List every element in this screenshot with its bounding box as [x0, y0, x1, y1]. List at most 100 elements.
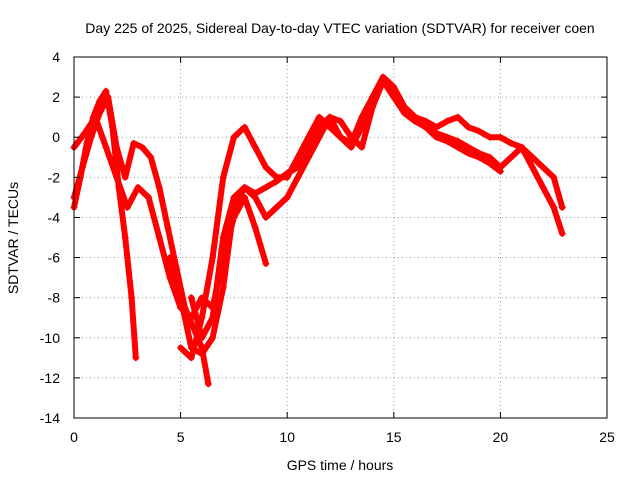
- data-point: [539, 163, 547, 171]
- data-point: [443, 117, 451, 125]
- data-point: [145, 193, 153, 201]
- data-point: [219, 234, 227, 241]
- data-point: [164, 223, 172, 231]
- data-point: [294, 173, 302, 181]
- data-point: [283, 173, 291, 181]
- series-arc-6: [187, 77, 504, 342]
- data-point: [128, 294, 136, 302]
- data-point: [294, 153, 302, 161]
- data-point: [198, 350, 206, 358]
- data-point: [102, 87, 110, 95]
- data-point: [337, 133, 344, 141]
- data-point: [550, 203, 558, 211]
- data-point: [475, 127, 483, 135]
- data-point: [464, 143, 472, 151]
- chart-title: Day 225 of 2025, Sidereal Day-to-day VTE…: [85, 20, 594, 36]
- x-axis-label: GPS time / hours: [287, 457, 394, 473]
- data-point: [138, 143, 146, 151]
- x-tick-label: 25: [599, 429, 615, 445]
- data-point: [147, 153, 155, 161]
- data-point: [464, 123, 472, 131]
- data-point: [187, 354, 195, 362]
- data-point: [241, 183, 249, 191]
- x-tick-label: 10: [279, 429, 295, 445]
- data-point: [326, 113, 334, 121]
- data-point: [121, 173, 129, 181]
- data-point: [358, 143, 366, 151]
- data-point: [550, 173, 558, 181]
- x-tick-label: 15: [386, 429, 402, 445]
- data-point: [130, 139, 138, 147]
- data-point: [113, 143, 121, 151]
- data-point: [155, 234, 163, 241]
- plot-frame: [73, 56, 608, 419]
- data-point: [87, 133, 95, 141]
- data-point: [123, 203, 131, 211]
- data-point: [121, 234, 129, 241]
- series-layer: [70, 73, 566, 388]
- data-point: [96, 109, 104, 117]
- data-point: [315, 133, 323, 141]
- data-point: [273, 173, 281, 181]
- data-point: [305, 133, 313, 141]
- y-tick-label: -14: [40, 410, 60, 426]
- data-point: [422, 123, 430, 131]
- data-point: [262, 213, 270, 221]
- data-point: [400, 103, 408, 111]
- y-tick-label: 0: [52, 129, 60, 145]
- data-point: [219, 173, 227, 181]
- data-point: [390, 93, 398, 101]
- data-point: [262, 260, 270, 268]
- y-axis-label: SDTVAR / TECUs: [5, 182, 21, 294]
- y-tick-label: -2: [48, 169, 61, 185]
- data-point: [209, 314, 217, 322]
- data-point: [486, 159, 494, 167]
- data-point: [432, 133, 440, 141]
- y-tick-label: -10: [40, 330, 60, 346]
- series-arc-1: [70, 87, 140, 362]
- data-point: [230, 133, 238, 141]
- x-tick-label: 0: [70, 429, 78, 445]
- data-point: [507, 139, 515, 147]
- data-point: [518, 143, 526, 151]
- data-point: [486, 153, 494, 161]
- data-point: [189, 324, 197, 332]
- data-point: [558, 203, 566, 211]
- data-point: [134, 183, 142, 191]
- series-arc-3: [70, 113, 270, 322]
- data-point: [486, 133, 494, 141]
- data-point: [251, 193, 259, 201]
- data-point: [96, 97, 104, 105]
- data-point: [454, 113, 462, 121]
- data-point: [209, 334, 217, 342]
- x-tick-label: 20: [493, 429, 509, 445]
- data-point: [305, 153, 313, 161]
- data-point: [204, 380, 212, 388]
- series-trace: [188, 78, 504, 341]
- data-point: [251, 223, 259, 231]
- data-point: [558, 229, 566, 237]
- data-point: [283, 193, 291, 201]
- data-point: [177, 294, 185, 302]
- data-point: [262, 183, 270, 191]
- x-tick-label: 5: [177, 429, 185, 445]
- data-point: [132, 354, 140, 362]
- data-point: [539, 183, 547, 191]
- data-point: [443, 137, 451, 145]
- y-tick-label: 2: [52, 89, 60, 105]
- data-point: [528, 163, 536, 171]
- data-point: [411, 113, 419, 121]
- y-tick-label: -8: [48, 290, 61, 306]
- data-point: [464, 149, 472, 157]
- data-point: [79, 163, 87, 171]
- data-point: [496, 167, 504, 175]
- data-point: [166, 254, 174, 262]
- data-point: [209, 254, 217, 262]
- data-point: [187, 294, 195, 302]
- data-point: [91, 113, 99, 121]
- data-point: [262, 163, 270, 171]
- data-point: [379, 77, 387, 85]
- data-point: [432, 123, 440, 131]
